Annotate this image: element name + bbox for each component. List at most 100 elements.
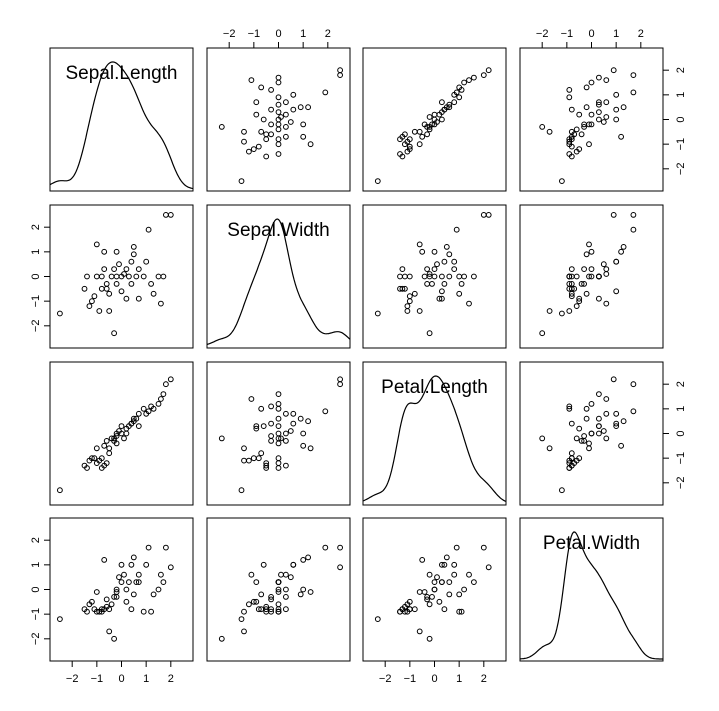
panel-frame — [206, 361, 351, 506]
tick-label: 0 — [275, 28, 281, 40]
tick-label: −2 — [66, 673, 79, 685]
data-point — [158, 571, 164, 578]
data-point — [596, 423, 602, 430]
data-point — [108, 273, 115, 280]
data-point — [258, 405, 265, 412]
data-point — [568, 450, 575, 457]
data-point — [446, 101, 453, 108]
x-axis-top-2: −2 −1 0 1 2 — [223, 28, 331, 49]
data-point — [406, 143, 413, 150]
data-point — [258, 591, 265, 598]
tick-label: −2 — [536, 28, 549, 40]
data-point — [451, 266, 458, 273]
data-point — [426, 601, 433, 608]
data-point — [241, 128, 247, 135]
data-point — [429, 594, 435, 600]
data-point — [620, 104, 627, 111]
data-point — [576, 298, 583, 305]
data-point — [241, 628, 247, 635]
data-point — [283, 606, 289, 613]
data-point — [471, 273, 477, 280]
data-point — [118, 288, 125, 295]
data-point — [130, 415, 137, 422]
data-point — [322, 544, 329, 551]
data-point — [426, 330, 433, 337]
data-point — [86, 303, 93, 310]
data-point — [461, 586, 468, 593]
data-point — [98, 606, 105, 613]
y-axis-right-1: −2 −1 0 1 2 — [663, 67, 687, 175]
data-point — [485, 67, 492, 74]
data-point — [441, 561, 448, 568]
data-point — [586, 141, 592, 148]
data-point — [424, 266, 431, 273]
tick-label: −2 — [30, 320, 42, 333]
panel-3-4 — [519, 361, 664, 506]
data-point — [263, 131, 270, 138]
data-point — [576, 455, 583, 462]
data-point — [253, 579, 260, 585]
data-point — [603, 77, 610, 83]
data-point — [116, 428, 122, 434]
data-point — [143, 258, 150, 265]
tick-label: 2 — [168, 673, 174, 685]
data-point — [283, 586, 289, 593]
data-point — [275, 460, 282, 467]
data-point — [566, 281, 573, 287]
data-point — [559, 178, 565, 185]
data-point — [566, 87, 573, 93]
variable-label: Petal.Length — [381, 377, 488, 398]
data-point — [431, 111, 438, 118]
data-point — [155, 401, 162, 407]
data-point — [113, 589, 120, 595]
data-point — [283, 571, 289, 578]
data-point — [160, 579, 167, 585]
x-axis-bottom-1: −2 −1 0 1 2 — [66, 660, 174, 685]
panel-2-4 — [519, 204, 664, 349]
data-point — [456, 84, 463, 91]
data-point — [419, 133, 426, 140]
data-point — [596, 109, 602, 115]
data-point — [283, 111, 289, 118]
data-point — [402, 273, 408, 280]
data-point — [246, 601, 252, 608]
data-point — [248, 77, 255, 83]
data-point — [98, 455, 105, 462]
data-point — [337, 544, 344, 551]
data-point — [103, 460, 110, 467]
tick-label: 1 — [300, 28, 306, 40]
data-point — [426, 571, 433, 578]
data-point — [140, 405, 147, 412]
tick-label: −2 — [675, 477, 687, 490]
data-point — [253, 598, 260, 605]
data-point — [424, 596, 431, 603]
data-point — [416, 241, 423, 248]
data-point — [600, 428, 607, 434]
data-point — [613, 91, 620, 98]
data-point — [571, 460, 578, 467]
data-point — [128, 420, 135, 427]
data-point — [421, 121, 428, 128]
data-point — [411, 290, 418, 297]
data-point — [596, 295, 602, 302]
data-point — [568, 128, 575, 135]
panel-frame — [519, 204, 664, 349]
data-point — [539, 330, 546, 337]
variable-label: Sepal.Width — [227, 220, 329, 241]
tick-label: 0 — [431, 673, 437, 685]
data-point — [578, 438, 585, 444]
tick-label: 2 — [638, 28, 644, 40]
data-point — [613, 410, 620, 417]
data-point — [263, 603, 270, 610]
data-point — [630, 408, 637, 415]
data-point — [588, 401, 595, 407]
data-point — [431, 579, 438, 585]
data-point — [406, 293, 413, 300]
data-point — [406, 598, 413, 605]
data-point — [603, 396, 610, 402]
data-point — [93, 241, 100, 248]
tick-label: −1 — [404, 673, 417, 685]
data-point — [441, 281, 448, 287]
data-point — [135, 410, 142, 417]
data-point — [439, 295, 445, 302]
